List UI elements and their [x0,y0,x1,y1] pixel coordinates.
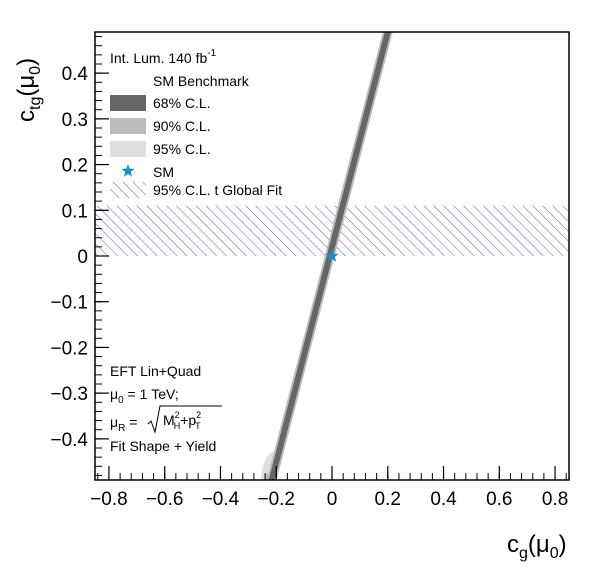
legend-header: SM Benchmark [153,73,250,89]
legend-swatch-95 [110,141,146,157]
legend-swatch-global-fit [110,182,146,198]
annotation-muR-expression: M2 H+p2 T [163,410,201,431]
y-tick-label: −0.3 [50,384,88,405]
x-tick-label: −0.2 [257,489,295,510]
annotation-fit-type: Fit Shape + Yield [110,438,216,454]
x-tick-label: 0.8 [542,489,568,510]
legend-swatch-68 [110,95,146,111]
legend-sm-star-icon [121,164,135,177]
annotation-block: EFT Lin+Quad μ0 = 1 TeV; μR = M2 H+p2 T Fi… [110,363,222,454]
y-tick-label: −0.2 [50,338,88,359]
y-tick-label: −0.1 [50,293,88,314]
x-tick-label: −0.6 [146,489,184,510]
legend: SM Benchmark 68% C.L. 90% C.L. 95% C.L. … [110,73,282,198]
luminosity-label: Int. Lum. 140 fb-1 [110,48,217,66]
x-tick-label: 0.2 [375,489,401,510]
y-tick-label: 0.3 [62,110,88,131]
sm-point-marker [325,249,339,262]
y-tick-label: 0.1 [62,201,88,222]
legend-label-90: 90% C.L. [153,118,211,134]
x-tick-label: 0.4 [430,489,457,510]
legend-label-sm: SM [153,164,174,180]
annotation-model: EFT Lin+Quad [110,363,201,379]
x-tick-label: −0.4 [202,489,240,510]
y-tick-label: 0.2 [62,156,88,177]
legend-label-global-fit: 95% C.L. t Global Fit [153,182,282,198]
y-tick-label: 0 [77,247,88,268]
x-tick-label: 0.6 [486,489,512,510]
annotation-muR: μR = [110,414,137,434]
legend-label-95: 95% C.L. [153,141,211,157]
x-tick-label: 0 [327,489,338,510]
sqrt-sign [147,405,222,434]
x-axis-label: cg(μ0) [507,531,567,562]
y-tick-label: 0.4 [62,64,89,85]
annotation-mu0: μ0 = 1 TeV; [110,386,179,406]
legend-label-68: 68% C.L. [153,95,211,111]
legend-swatch-90 [110,118,146,134]
x-tick-label: −0.8 [90,489,128,510]
y-axis-ticks: −0.4 −0.3 −0.2 −0.1 0 0.1 0.2 0.3 0.4 [50,36,109,476]
y-tick-label: −0.4 [50,430,88,451]
y-axis-label: ctg(μ0) [13,58,44,122]
plot-area [95,32,569,480]
x-axis-ticks: −0.8 −0.6 −0.4 −0.2 0 0.2 0.4 0.6 0.8 [90,466,568,510]
